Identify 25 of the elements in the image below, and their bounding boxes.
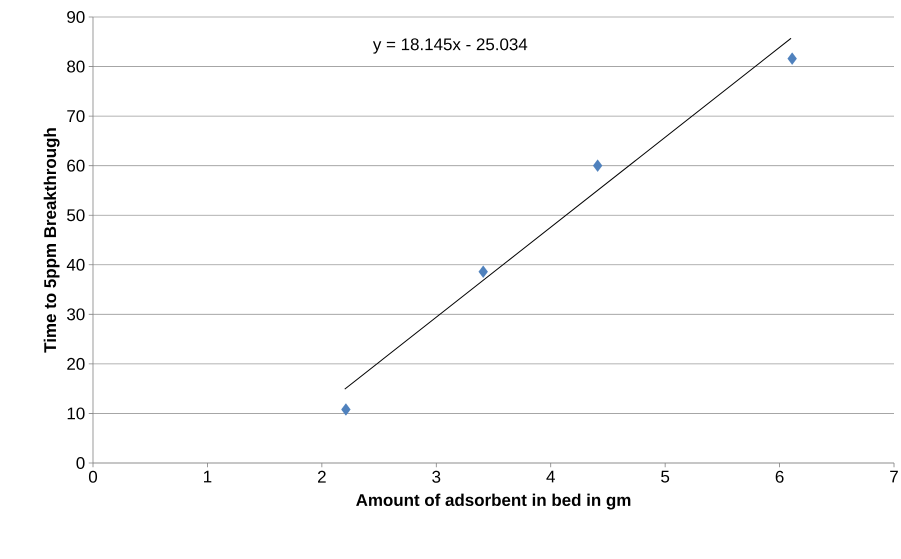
y-tick-label: 20 <box>67 358 85 370</box>
y-tick-label: 0 <box>76 457 85 469</box>
annotation: y = 18.145x - 25.034 <box>372 38 528 54</box>
x-tick-label: 1 <box>204 470 212 482</box>
x-tick-label: 6 <box>776 470 784 483</box>
x-tick-label: 2 <box>318 470 326 483</box>
x-tick-label: 3 <box>432 470 440 483</box>
y-tick-label: 90 <box>67 11 85 24</box>
point <box>592 159 602 172</box>
x-tick-label: 5 <box>661 470 670 483</box>
y-tick-label: 80 <box>67 60 85 73</box>
y-axis-title: Time to 5ppm Breakthrough <box>44 128 60 353</box>
point <box>478 266 488 278</box>
y-tick-label: 60 <box>67 160 85 172</box>
y-tick-label: 70 <box>67 110 85 122</box>
x-tick-label: 7 <box>890 470 898 482</box>
point <box>341 403 351 416</box>
point <box>787 52 797 65</box>
x-axis-title: Amount of adsorbent in bed in gm <box>356 494 630 510</box>
y-tick-label: 50 <box>67 209 85 222</box>
x-tick-label: 4 <box>546 470 555 482</box>
y-tick-label: 30 <box>67 308 85 320</box>
y-tick-label: 10 <box>68 407 85 420</box>
x-tick-label: 0 <box>88 470 98 483</box>
y-tick-label: 40 <box>66 258 85 271</box>
